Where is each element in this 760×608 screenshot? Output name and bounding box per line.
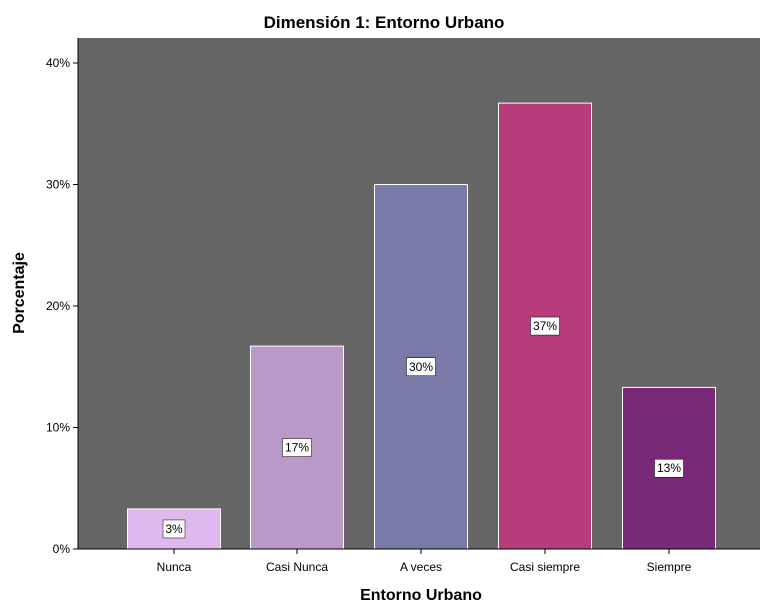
y-tick-label: 30% [46,178,70,192]
data-label: 37% [533,319,557,333]
bar [127,508,221,550]
x-tick-label: Nunca [157,560,192,574]
data-label-box [282,438,312,457]
y-axis: 0% 10% 20% 30% 40% [46,38,79,556]
x-tick-label: Siempre [647,560,692,574]
data-label: 3% [165,522,183,536]
x-tick-label: Casi Nunca [266,560,328,574]
x-axis-title: Entorno Urbano [360,587,482,603]
bars: 3% 17% 30% 37% 13% [127,102,716,550]
data-label: 13% [657,461,681,475]
y-axis-title: Porcentaje [11,252,28,334]
x-tick-label: A veces [400,560,442,574]
chart-title: Dimensión 1: Entorno Urbano [264,13,505,32]
data-label-box [406,357,436,376]
y-tick-label: 20% [46,299,70,313]
data-label-box [162,519,186,539]
data-label-box [530,316,560,336]
x-axis: Nunca Casi Nunca A veces Casi siempre Siempr… [78,548,760,574]
y-tick-label: 10% [46,421,70,435]
data-label: 30% [409,360,433,374]
data-label: 17% [285,441,309,455]
y-tick-label: 0% [53,542,71,556]
x-tick-label: Casi siempre [510,560,580,574]
data-label-box [654,458,684,478]
y-tick-label: 40% [46,56,70,70]
